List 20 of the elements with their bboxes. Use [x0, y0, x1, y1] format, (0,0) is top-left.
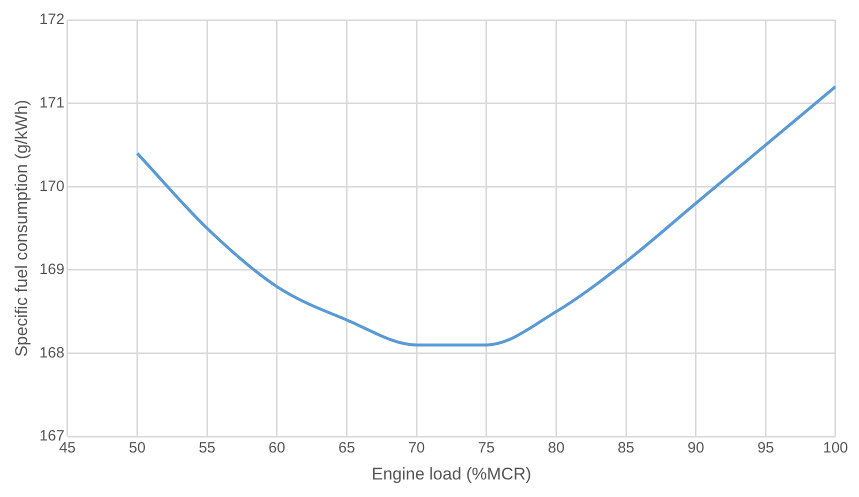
x-tick-label: 100	[822, 440, 848, 457]
x-tick-label: 55	[198, 440, 216, 457]
x-tick-label: 60	[268, 440, 286, 457]
y-tick-label: 170	[39, 178, 64, 195]
y-tick-label: 168	[39, 344, 64, 362]
y-axis-title: Specific fuel consumption (g/kWh)	[12, 100, 31, 357]
x-tick-label: 50	[128, 440, 146, 457]
x-tick-label: 65	[338, 440, 356, 457]
y-tick-label: 171	[39, 94, 64, 112]
x-tick-label: 95	[757, 440, 774, 457]
x-tick-label: 75	[478, 440, 495, 457]
x-tick-label: 85	[618, 440, 634, 457]
x-axis-title: Engine load (%MCR)	[372, 464, 532, 484]
x-tick-label: 70	[408, 440, 425, 457]
x-tick-label: 80	[548, 440, 565, 457]
y-tick-label: 172	[39, 11, 64, 28]
line-series	[136, 85, 836, 346]
y-tick-label: 169	[39, 261, 64, 278]
x-tick-label: 45	[59, 440, 76, 457]
x-tick-label: 90	[687, 440, 704, 457]
